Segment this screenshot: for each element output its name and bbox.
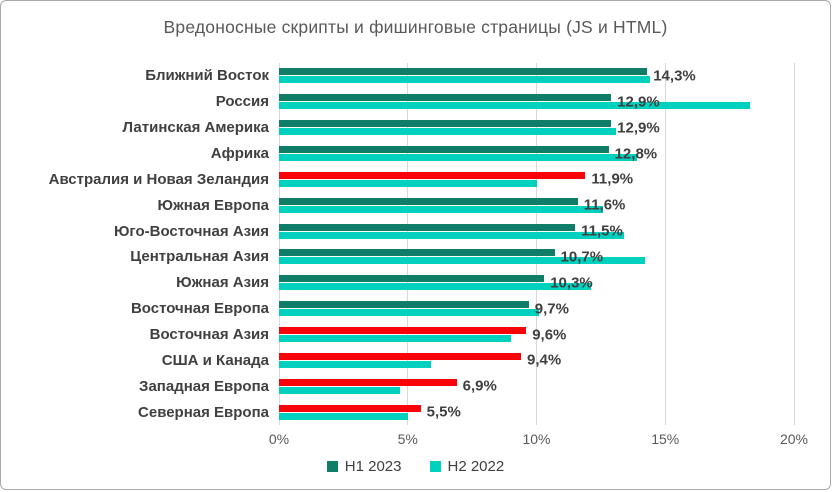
chart-body: Ближний Восток Россия Латинская Америка Афр… — [1, 63, 795, 425]
gridline — [793, 63, 795, 425]
value-label: 5,5% — [426, 403, 461, 421]
category-label: Центральная Азия — [130, 248, 269, 266]
category-label: Южная Азия — [176, 274, 269, 292]
chart-row: 5,5% — [279, 399, 794, 425]
value-label: 9,4% — [527, 351, 562, 369]
bar-h2-2022 — [279, 309, 540, 317]
gridline — [278, 63, 280, 425]
bar-h1-2023 — [279, 197, 578, 205]
x-tick-label: 20% — [779, 431, 809, 447]
value-label: 9,6% — [532, 326, 567, 344]
bar-h2-2022 — [279, 154, 637, 161]
value-label: 12,9% — [617, 93, 660, 111]
category-label: Россия — [215, 93, 269, 111]
bar-h1-2023 — [279, 171, 586, 179]
value-label: 10,7% — [560, 248, 604, 266]
x-tick-label: 15% — [651, 431, 680, 447]
bar-h2-2022 — [279, 360, 431, 368]
category-label: Ближний Восток — [145, 67, 269, 85]
chart-row: 14,3% — [279, 63, 794, 89]
category-label: Западная Европа — [139, 377, 269, 395]
gridline — [664, 63, 666, 425]
legend-label: H2 2022 — [447, 457, 505, 475]
bar-h2-2022 — [279, 205, 604, 213]
bar-h1-2023 — [279, 249, 555, 257]
legend-item: H2 2022 — [429, 457, 505, 475]
x-tick-label: 0% — [268, 431, 290, 447]
bar-h2-2022 — [279, 283, 591, 291]
chart-row: 9,7% — [279, 296, 794, 322]
bar-h1-2023 — [279, 120, 612, 128]
bar-h2-2022 — [279, 102, 751, 110]
chart-title: Вредоносные скрипты и фишинговые страниц… — [163, 17, 668, 37]
bar-h2-2022 — [279, 231, 625, 239]
legend-item: H1 2023 — [326, 457, 402, 475]
value-label: 11,5% — [581, 222, 623, 240]
chart-row: 11,9% — [279, 166, 794, 192]
category-label: Восточная Европа — [130, 300, 269, 318]
value-label: 10,3% — [550, 274, 593, 292]
bar-h2-2022 — [279, 335, 511, 343]
category-label: Северная Европа — [138, 403, 269, 421]
value-label: 11,6% — [583, 196, 626, 214]
x-tick-label: 10% — [522, 431, 551, 447]
bar-h2-2022 — [279, 76, 650, 84]
chart-row: 9,4% — [279, 347, 794, 373]
chart-row: 6,9% — [279, 373, 794, 399]
category-label: Юго-Восточная Азия — [113, 222, 269, 240]
bar-h2-2022 — [279, 412, 408, 420]
chart-row: 10,7% — [279, 244, 794, 270]
legend-label: H1 2023 — [344, 457, 402, 475]
gridline — [407, 63, 409, 425]
legend: H1 2023 H2 2022 — [1, 456, 830, 476]
bar-h1-2023 — [279, 94, 612, 102]
x-axis: 0% 5% 10% 15% 20% — [269, 431, 808, 449]
bar-h1-2023 — [279, 378, 457, 386]
value-label: 6,9% — [462, 377, 497, 395]
chart-row: 12,8% — [279, 141, 794, 167]
category-label: Южная Европа — [157, 196, 269, 214]
value-label: 12,8% — [614, 145, 658, 162]
category-label: США и Канада — [161, 351, 269, 369]
bar-h1-2023 — [279, 223, 576, 231]
bar-h2-2022 — [279, 386, 401, 394]
category-label: Африка — [210, 145, 269, 162]
bar-h1-2023 — [279, 301, 529, 309]
value-label: 11,9% — [591, 170, 634, 188]
bar-h1-2023 — [279, 404, 421, 412]
chart-row: 9,6% — [279, 322, 794, 348]
bar-h1-2023 — [279, 146, 609, 153]
legend-swatch — [429, 460, 441, 472]
legend-swatch — [326, 460, 338, 472]
bar-h1-2023 — [279, 275, 545, 283]
category-label: Восточная Азия — [149, 326, 269, 344]
bar-h2-2022 — [279, 128, 617, 136]
value-label: 9,7% — [534, 300, 569, 318]
chart-row: 10,3% — [279, 270, 794, 296]
gridline — [536, 63, 537, 425]
value-label: 14,3% — [653, 67, 696, 85]
bar-h1-2023 — [279, 327, 527, 335]
category-labels-column: Ближний Восток Россия Латинская Америка Афр… — [1, 63, 279, 425]
bar-h2-2022 — [279, 257, 645, 265]
category-label: Австралия и Новая Зеландия — [48, 170, 269, 188]
bar-h1-2023 — [279, 352, 522, 360]
chart-row: 12,9% — [279, 89, 794, 115]
bar-h2-2022 — [279, 179, 537, 187]
chart-row: 12,9% — [279, 115, 794, 141]
plot-area: 14,3% 12,9% 12,9% 12,8% 11,9% 11,6% 11,5% 10,7%… — [278, 63, 795, 425]
category-label: Латинская Америка — [122, 119, 269, 137]
value-label: 12,9% — [617, 119, 660, 137]
chart-row: 11,5% — [279, 218, 794, 244]
x-tick-label: 5% — [397, 431, 418, 447]
bar-h1-2023 — [279, 68, 648, 76]
chart-row: 11,6% — [279, 192, 794, 218]
